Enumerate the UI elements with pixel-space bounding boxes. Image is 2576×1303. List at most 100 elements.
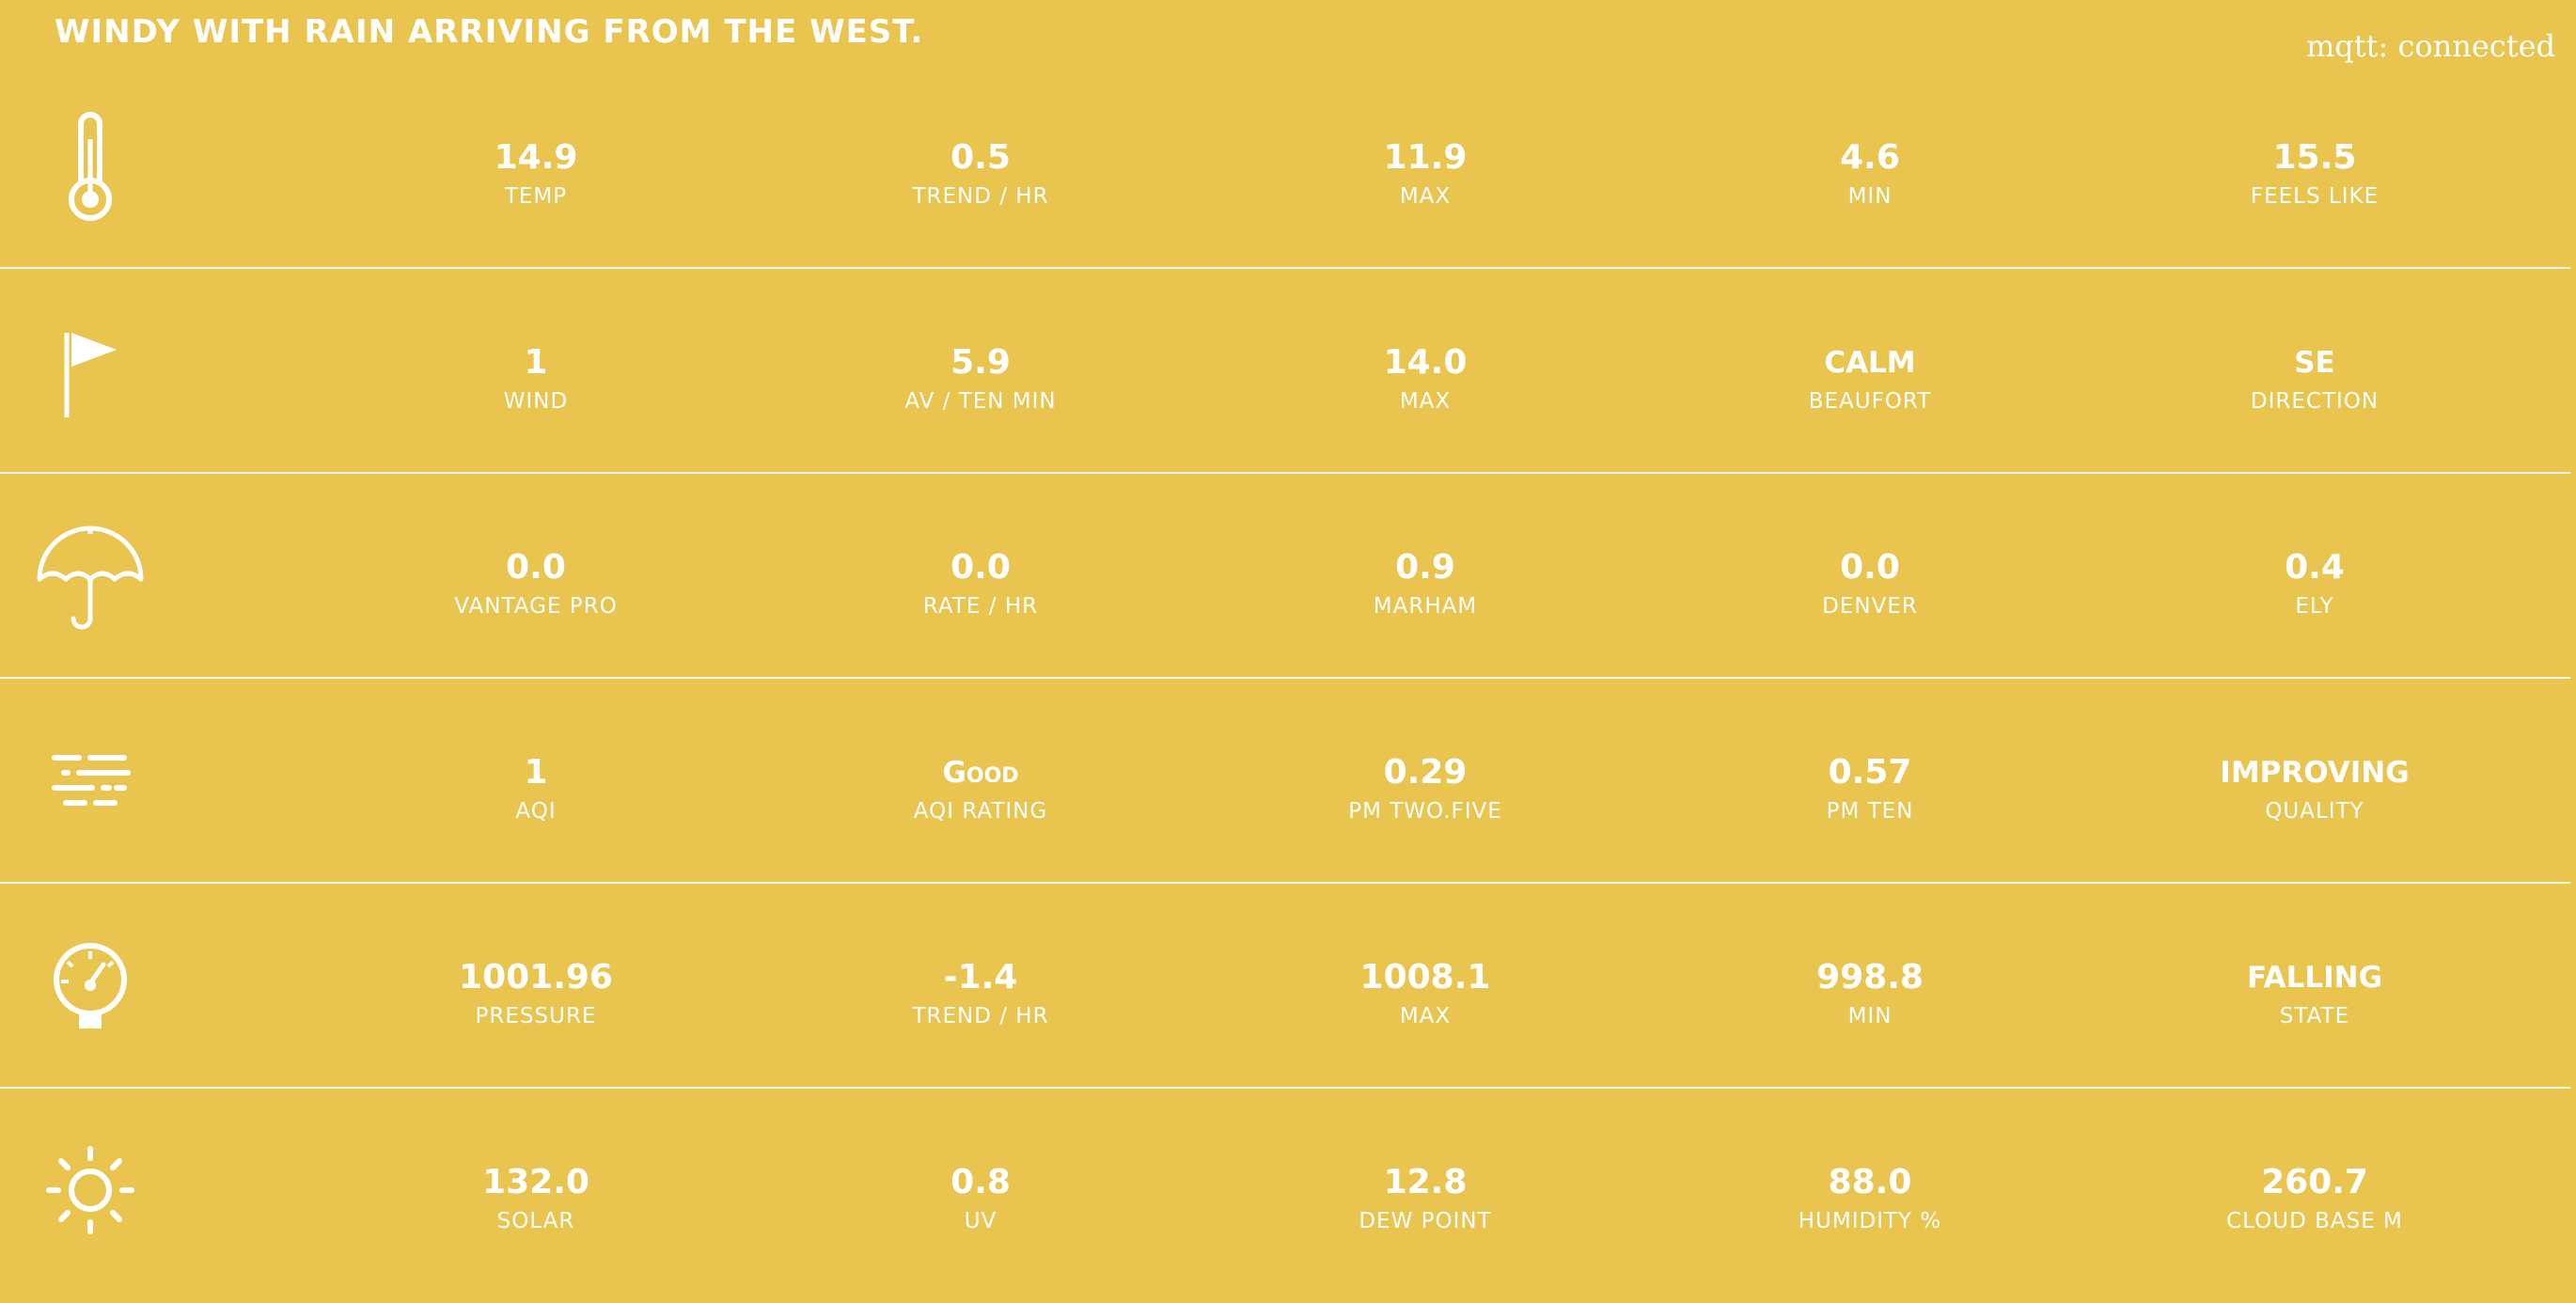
- metric-value: 132.0: [482, 1163, 589, 1201]
- umbrella-icon: [34, 521, 147, 634]
- metric-value: 0.9: [1395, 548, 1455, 587]
- metric-temp-max: 11.9 MAX: [1228, 137, 1623, 211]
- metric-value: 0.57: [1828, 753, 1912, 792]
- metric-value: FALLING: [2246, 961, 2383, 995]
- metric-value: 5.9: [950, 343, 1011, 382]
- metric-label: MIN: [1847, 184, 1893, 209]
- metric-label: FEELS LIKE: [2250, 184, 2380, 209]
- metric-value: IMPROVING: [2220, 756, 2410, 790]
- metric-label: MAX: [1399, 184, 1452, 209]
- metric-value: CALM: [1824, 346, 1916, 380]
- metric-value: 14.0: [1383, 343, 1468, 382]
- metric-value: 1008.1: [1359, 958, 1491, 997]
- metric-label: MAX: [1399, 1004, 1452, 1028]
- metric-air-quality-trend: IMPROVING QUALITY: [2117, 752, 2512, 825]
- metric-dew-point: 12.8 DEW POINT: [1228, 1162, 1623, 1235]
- metric-humidity: 88.0 HUMIDITY %: [1673, 1162, 2067, 1235]
- metric-denver: 0.0 DENVER: [1673, 547, 2067, 620]
- metric-value: 11.9: [1383, 138, 1468, 177]
- metric-label: MARHAM: [1373, 594, 1478, 619]
- metric-label: DIRECTION: [2250, 389, 2380, 414]
- metric-rain-rate: 0.0 RATE / HR: [783, 547, 1178, 620]
- metric-beaufort: CALM BEAUFORT: [1673, 342, 2067, 416]
- metric-label: QUALITY: [2265, 799, 2364, 824]
- metric-value: 12.8: [1383, 1163, 1468, 1201]
- metric-value: 0.4: [2285, 548, 2345, 587]
- metric-label: ELY: [2295, 594, 2334, 619]
- metric-value: SE: [2294, 346, 2335, 380]
- sun-icon: [34, 1136, 147, 1248]
- metric-label: BEAUFORT: [1808, 389, 1932, 414]
- metric-label: RATE / HR: [922, 594, 1039, 619]
- metric-pressure-min: 998.8 MIN: [1673, 957, 2067, 1030]
- metric-label: MAX: [1399, 389, 1452, 414]
- wind-row: 1 WIND 5.9 AV / TEN MIN 14.0 MAX CALM BE…: [0, 269, 2570, 474]
- metric-wind-max: 14.0 MAX: [1228, 342, 1623, 416]
- metric-value: 260.7: [2261, 1163, 2368, 1201]
- metric-aqi: 1 AQI: [338, 752, 733, 825]
- metric-label: DEW POINT: [1359, 1209, 1492, 1233]
- metric-label: WIND: [503, 389, 569, 414]
- metric-wind: 1 WIND: [338, 342, 733, 416]
- metric-ely: 0.4 ELY: [2117, 547, 2512, 620]
- metric-cloud-base: 260.7 CLOUD BASE M: [2117, 1162, 2512, 1235]
- metric-label: DENVER: [1822, 594, 1918, 619]
- metric-label: PM TEN: [1826, 799, 1914, 824]
- metric-pressure-state: FALLING STATE: [2117, 957, 2512, 1030]
- metric-uv: 0.8 UV: [783, 1162, 1178, 1235]
- air-quality-row: 1 AQI Good AQI RATING 0.29 PM TWO.FIVE 0…: [0, 679, 2570, 884]
- metric-temp-trend: 0.5 TREND / HR: [783, 137, 1178, 211]
- metric-label: CLOUD BASE M: [2226, 1209, 2403, 1233]
- metric-value: 0.29: [1383, 753, 1468, 792]
- metric-solar: 132.0 SOLAR: [338, 1162, 733, 1235]
- metric-label: AV / TEN MIN: [904, 389, 1057, 414]
- metric-label: AQI RATING: [913, 799, 1048, 824]
- barometer-gauge-icon: [34, 931, 147, 1044]
- rain-row: 0.0 VANTAGE PRO 0.0 RATE / HR 0.9 MARHAM…: [0, 474, 2570, 679]
- metric-value: 1: [524, 753, 548, 792]
- metric-pm10: 0.57 PM TEN: [1673, 752, 2067, 825]
- metric-value: Good: [942, 756, 1019, 790]
- metric-pressure-max: 1008.1 MAX: [1228, 957, 1623, 1030]
- metric-label: MIN: [1847, 1004, 1893, 1028]
- metric-label: HUMIDITY %: [1798, 1209, 1942, 1233]
- metric-pm25: 0.29 PM TWO.FIVE: [1228, 752, 1623, 825]
- metric-temp-min: 4.6 MIN: [1673, 137, 2067, 211]
- metric-label: UV: [964, 1209, 997, 1233]
- metric-value: 15.5: [2272, 138, 2357, 177]
- flag-icon: [34, 316, 147, 429]
- solar-row: 132.0 SOLAR 0.8 UV 12.8 DEW POINT 88.0 H…: [0, 1089, 2570, 1294]
- metric-wind-average: 5.9 AV / TEN MIN: [783, 342, 1178, 416]
- mqtt-status: mqtt: connected: [2305, 28, 2555, 64]
- metric-value: 998.8: [1816, 958, 1924, 997]
- metric-label: TEMP: [504, 184, 568, 209]
- metric-label: VANTAGE PRO: [454, 594, 618, 619]
- metric-value: 1001.96: [459, 958, 613, 997]
- metric-value: 0.0: [950, 548, 1011, 587]
- metric-pressure: 1001.96 PRESSURE: [338, 957, 733, 1030]
- metric-feels-like: 15.5 FEELS LIKE: [2117, 137, 2512, 211]
- metric-value: 4.6: [1840, 138, 1900, 177]
- pressure-row: 1001.96 PRESSURE -1.4 TREND / HR 1008.1 …: [0, 884, 2570, 1089]
- metric-label: AQI: [515, 799, 557, 824]
- forecast-headline: WINDY WITH RAIN ARRIVING FROM THE WEST.: [55, 13, 924, 51]
- metric-pressure-trend: -1.4 TREND / HR: [783, 957, 1178, 1030]
- metric-label: TREND / HR: [912, 184, 1049, 209]
- metric-value: 0.5: [950, 138, 1011, 177]
- metric-label: PRESSURE: [475, 1004, 597, 1028]
- metric-value: 0.8: [950, 1163, 1011, 1201]
- haze-icon: [34, 726, 147, 839]
- metric-aqi-rating: Good AQI RATING: [783, 752, 1178, 825]
- metric-value: 0.0: [1840, 548, 1900, 587]
- metric-label: SOLAR: [496, 1209, 575, 1233]
- metric-value: 1: [524, 343, 548, 382]
- metric-value: 14.9: [494, 138, 578, 177]
- metric-label: STATE: [2279, 1004, 2350, 1028]
- metric-value: 0.0: [506, 548, 566, 587]
- metric-marham: 0.9 MARHAM: [1228, 547, 1623, 620]
- metric-value: -1.4: [943, 958, 1018, 997]
- metric-vantage-pro: 0.0 VANTAGE PRO: [338, 547, 733, 620]
- weather-grid: 14.9 TEMP 0.5 TREND / HR 11.9 MAX 4.6 MI…: [0, 64, 2570, 1294]
- metric-value: 88.0: [1828, 1163, 1912, 1201]
- thermometer-icon: [34, 111, 147, 224]
